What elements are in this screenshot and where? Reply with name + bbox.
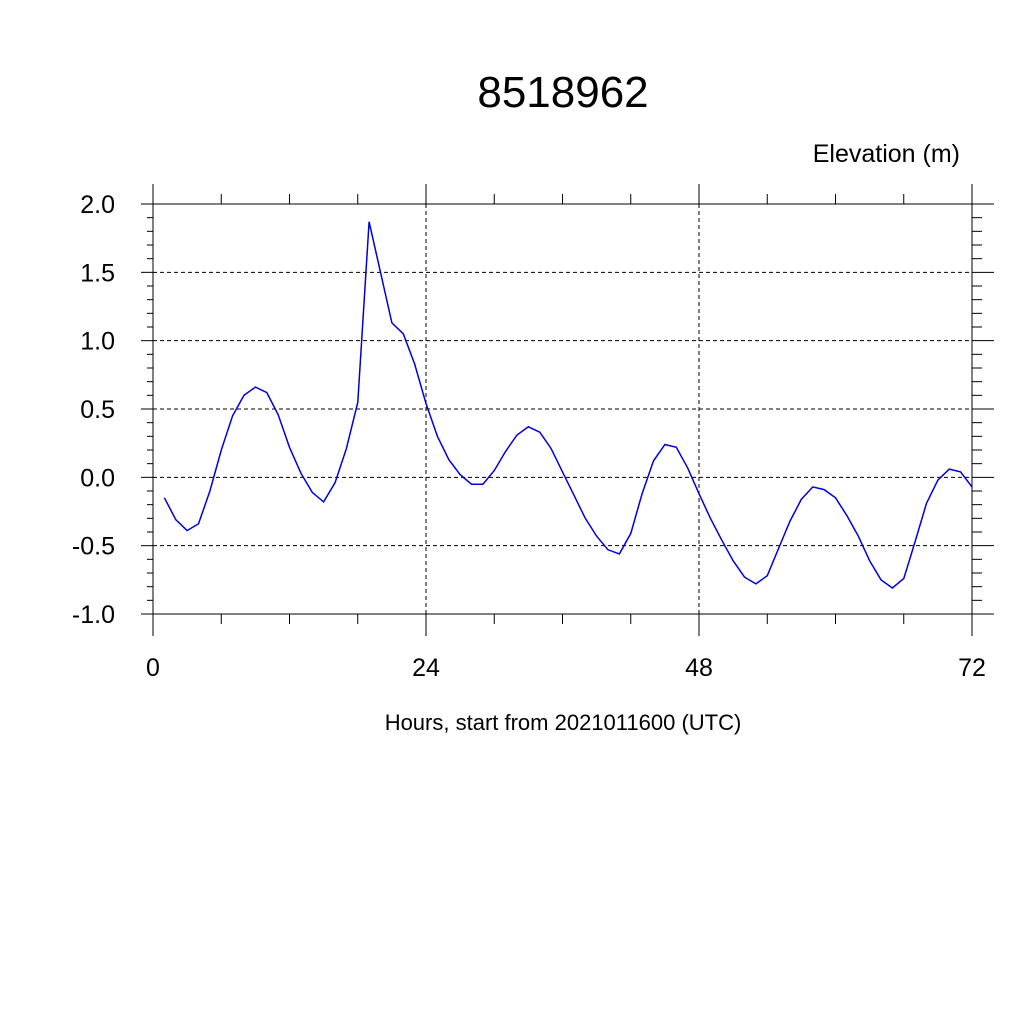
x-tick-label: 0 <box>146 654 160 682</box>
y-tick-label: 1.0 <box>80 328 115 356</box>
y-tick-label: 1.5 <box>80 259 115 287</box>
x-tick-label: 24 <box>412 654 440 682</box>
x-axis-label: Hours, start from 2021011600 (UTC) <box>385 710 742 735</box>
plot-frame <box>152 203 973 615</box>
x-tick-label: 72 <box>958 654 986 682</box>
y-tick-label: 0.0 <box>80 464 115 492</box>
x-tick-label: 48 <box>685 654 713 682</box>
minor-ticks <box>147 194 982 624</box>
y-unit-label: Elevation (m) <box>813 140 960 168</box>
series-line <box>163 221 973 589</box>
major-ticks <box>141 184 994 636</box>
chart-title: 8518962 <box>477 68 648 117</box>
y-tick-label: -1.0 <box>72 601 115 629</box>
y-tick-labels: -1.0 -0.5 0.0 0.5 1.0 1.5 2.0 <box>72 191 115 629</box>
y-tick-label: 0.5 <box>80 396 115 424</box>
y-tick-label: -0.5 <box>72 533 115 561</box>
y-tick-label: 2.0 <box>80 191 115 219</box>
x-tick-labels: 0 24 48 72 <box>146 654 986 682</box>
